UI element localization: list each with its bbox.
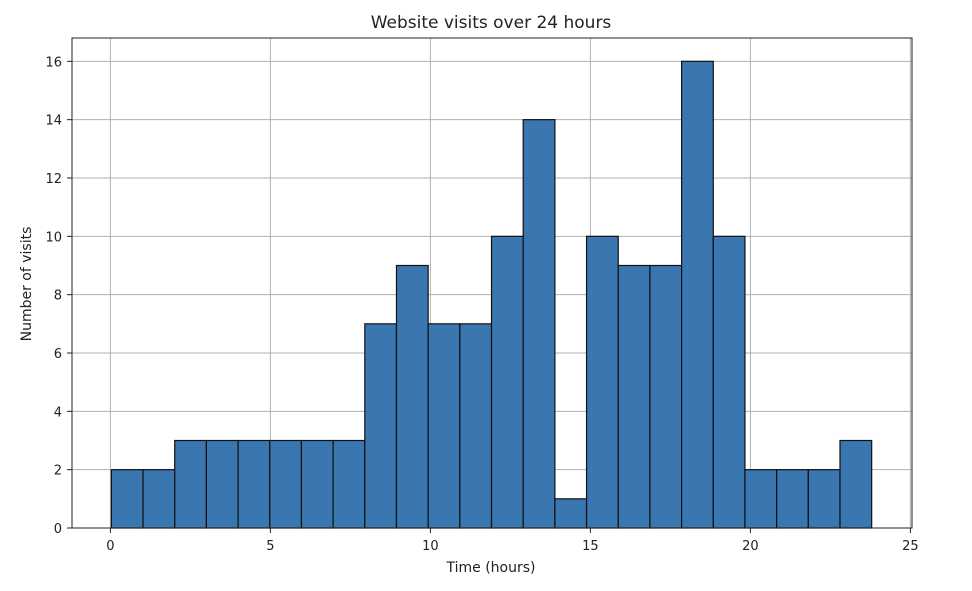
y-tick-label: 14: [45, 114, 62, 129]
x-tick-label: 0: [106, 539, 114, 554]
x-axis-label: Time (hours): [446, 560, 536, 576]
y-tick-label: 4: [54, 405, 62, 420]
histogram-bars: [110, 60, 873, 529]
histogram-bar: [649, 264, 683, 529]
histogram-bar: [807, 469, 841, 529]
histogram-bar: [712, 235, 746, 529]
x-tick-label: 5: [266, 539, 274, 554]
histogram-bar: [395, 264, 429, 529]
y-axis-label: Number of visits: [19, 227, 35, 342]
x-tick-label: 20: [742, 539, 759, 554]
histogram-bar: [839, 439, 873, 529]
histogram-bar: [205, 439, 239, 529]
histogram-bar: [364, 323, 398, 529]
grid-lines: [72, 38, 912, 529]
histogram-bar: [300, 439, 334, 529]
histogram-bar: [142, 469, 176, 529]
chart-title: Website visits over 24 hours: [371, 13, 612, 33]
histogram-bar: [237, 439, 271, 529]
y-tick-label: 6: [54, 347, 62, 362]
histogram-bar: [680, 60, 714, 529]
histogram-bar: [332, 439, 366, 529]
y-tick-label: 10: [45, 230, 62, 245]
y-tick-label: 0: [54, 522, 62, 537]
histogram-bar: [459, 323, 493, 529]
x-tick-label: 25: [902, 539, 919, 554]
histogram-bar: [269, 439, 303, 529]
x-tick-label: 15: [582, 539, 599, 554]
histogram-bar: [427, 323, 461, 529]
y-axis-ticks: 0 2 4 6 8 10 12 14 16: [45, 55, 72, 537]
plot-frame: [71, 37, 913, 529]
histogram-bar: [554, 498, 588, 529]
x-axis-ticks: 0 5 10 15 20 25: [106, 528, 919, 554]
x-tick-label: 10: [422, 539, 439, 554]
histogram-bar: [744, 469, 778, 529]
histogram-bar: [174, 439, 208, 529]
histogram-bar: [585, 235, 619, 529]
y-tick-label: 16: [45, 55, 62, 70]
histogram-bar: [110, 469, 144, 529]
histogram-bar: [776, 469, 809, 529]
histogram-bar: [522, 119, 556, 529]
y-tick-label: 8: [54, 289, 62, 304]
histogram-bar: [490, 235, 524, 529]
y-tick-label: 12: [45, 172, 62, 187]
y-tick-label: 2: [54, 464, 62, 479]
histogram-bar: [617, 264, 651, 529]
